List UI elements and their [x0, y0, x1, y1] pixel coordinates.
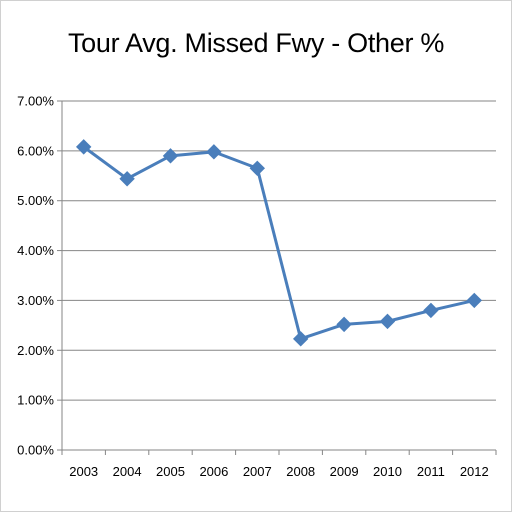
x-tick-label: 2010	[373, 464, 402, 479]
data-point-marker	[206, 144, 222, 160]
y-tick-label: 1.00%	[17, 393, 54, 408]
series-group	[75, 139, 483, 347]
y-tick-label: 4.00%	[17, 243, 54, 258]
data-point-marker	[162, 148, 179, 164]
data-point-marker	[379, 313, 396, 330]
y-tick-label: 5.00%	[17, 193, 54, 208]
x-tick-label: 2003	[69, 464, 98, 479]
y-axis-ticks: 0.00% 1.00% 2.00% 3.00% 4.00% 5.00% 6.00% 7.00%	[17, 94, 62, 458]
chart-title: Tour Avg. Missed Fwy - Other %	[67, 28, 445, 58]
y-tick-label: 3.00%	[17, 293, 54, 308]
x-tick-label: 2007	[243, 464, 272, 479]
x-tick-label: 2009	[330, 464, 359, 479]
series-line	[82, 145, 476, 341]
y-tick-label: 6.00%	[17, 143, 54, 158]
data-point-marker	[75, 139, 92, 155]
data-point-marker	[292, 331, 309, 347]
data-point-marker	[336, 316, 352, 333]
x-tick-label: 2008	[286, 464, 315, 479]
x-axis-ticks: 2003 2004 2005 2006 2007 2008 2009 2010 2011 2012	[61, 450, 497, 479]
x-tick-label: 2005	[156, 464, 185, 479]
axes	[61, 101, 496, 451]
x-tick-label: 2006	[199, 464, 228, 479]
data-point-marker	[249, 160, 266, 177]
x-tick-label: 2012	[460, 464, 489, 479]
data-point-marker	[466, 292, 483, 309]
data-point-marker	[119, 171, 135, 187]
x-tick-label: 2004	[113, 464, 142, 479]
gridlines	[62, 100, 496, 401]
y-tick-label: 0.00%	[17, 443, 54, 458]
y-tick-label: 7.00%	[17, 94, 54, 109]
x-tick-label: 2011	[417, 464, 445, 479]
y-tick-label: 2.00%	[17, 343, 54, 358]
data-point-marker	[423, 302, 439, 319]
